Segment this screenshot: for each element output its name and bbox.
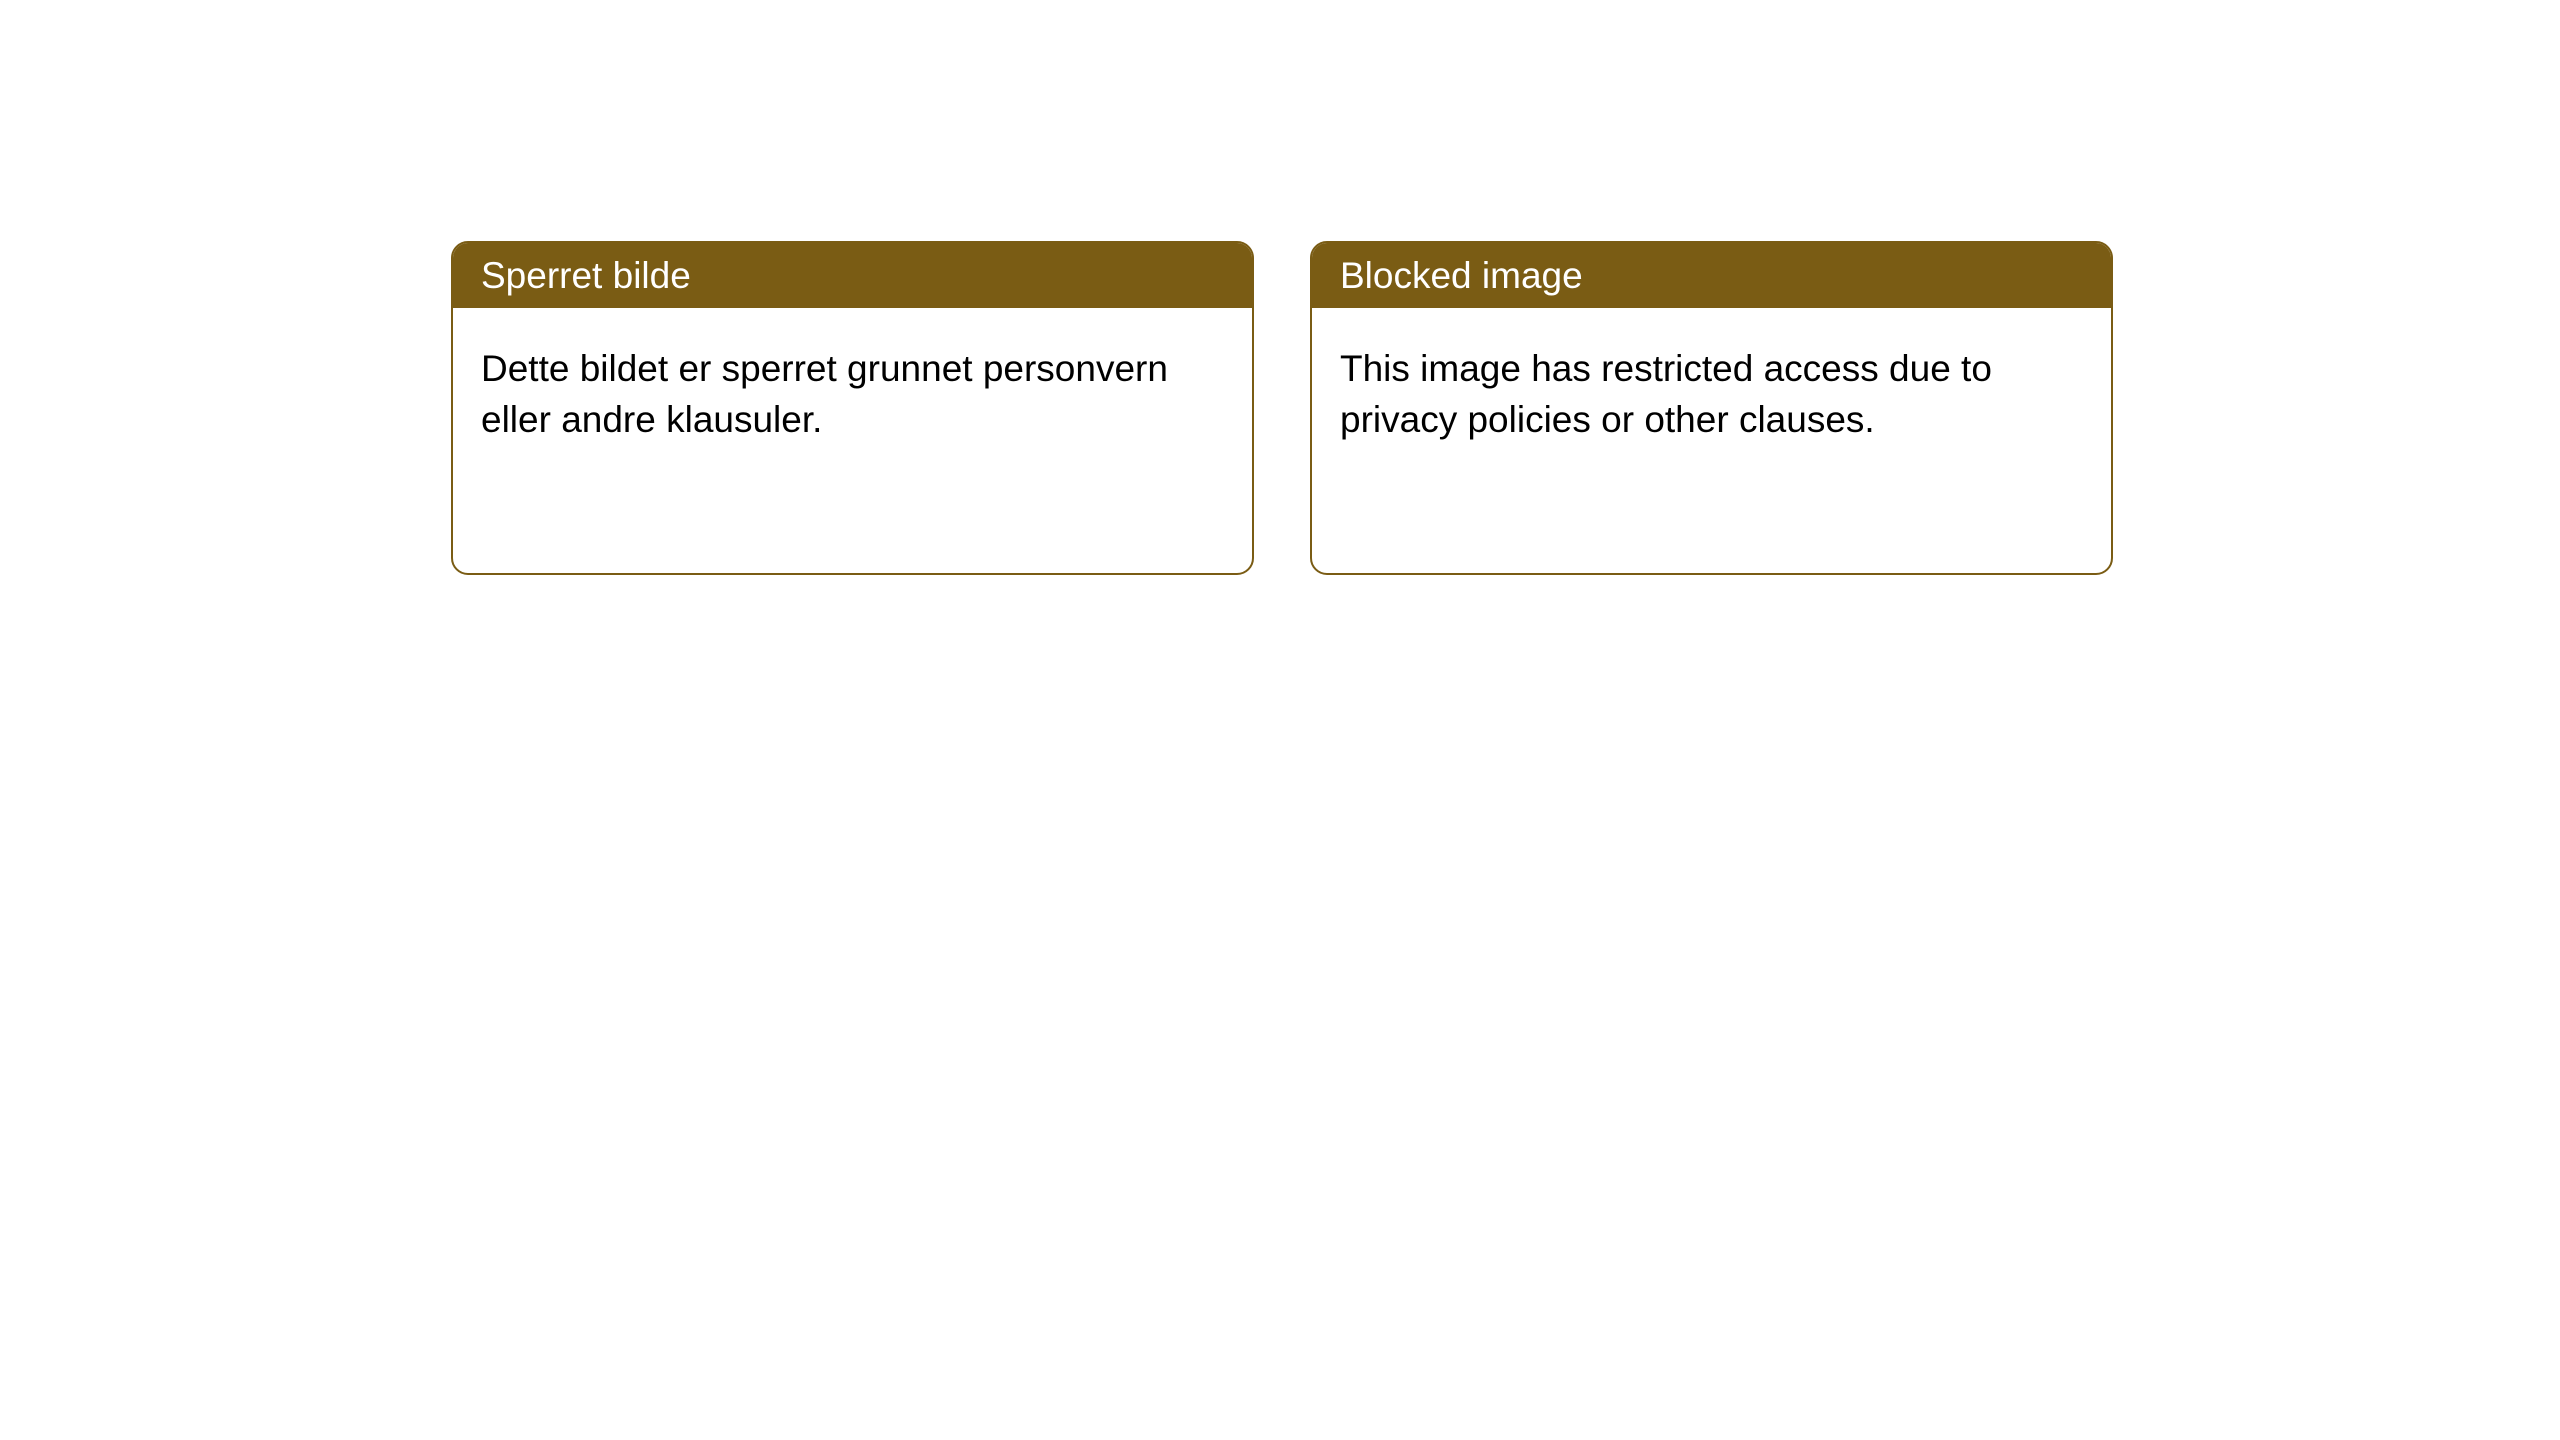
- card-body-text: This image has restricted access due to …: [1312, 308, 2111, 473]
- notice-card-norwegian: Sperret bilde Dette bildet er sperret gr…: [451, 241, 1254, 575]
- card-body-text: Dette bildet er sperret grunnet personve…: [453, 308, 1252, 473]
- notice-card-english: Blocked image This image has restricted …: [1310, 241, 2113, 575]
- card-title: Sperret bilde: [453, 243, 1252, 308]
- card-title: Blocked image: [1312, 243, 2111, 308]
- notice-container: Sperret bilde Dette bildet er sperret gr…: [0, 0, 2560, 575]
